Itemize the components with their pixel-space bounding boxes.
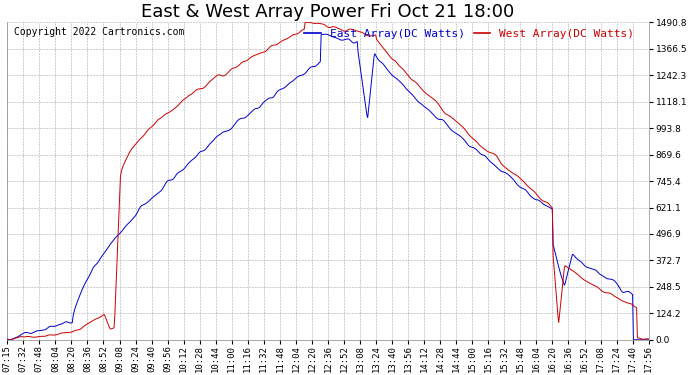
- Title: East & West Array Power Fri Oct 21 18:00: East & West Array Power Fri Oct 21 18:00: [141, 3, 515, 21]
- Legend: East Array(DC Watts), West Array(DC Watts): East Array(DC Watts), West Array(DC Watt…: [299, 25, 638, 44]
- Text: Copyright 2022 Cartronics.com: Copyright 2022 Cartronics.com: [14, 27, 184, 37]
